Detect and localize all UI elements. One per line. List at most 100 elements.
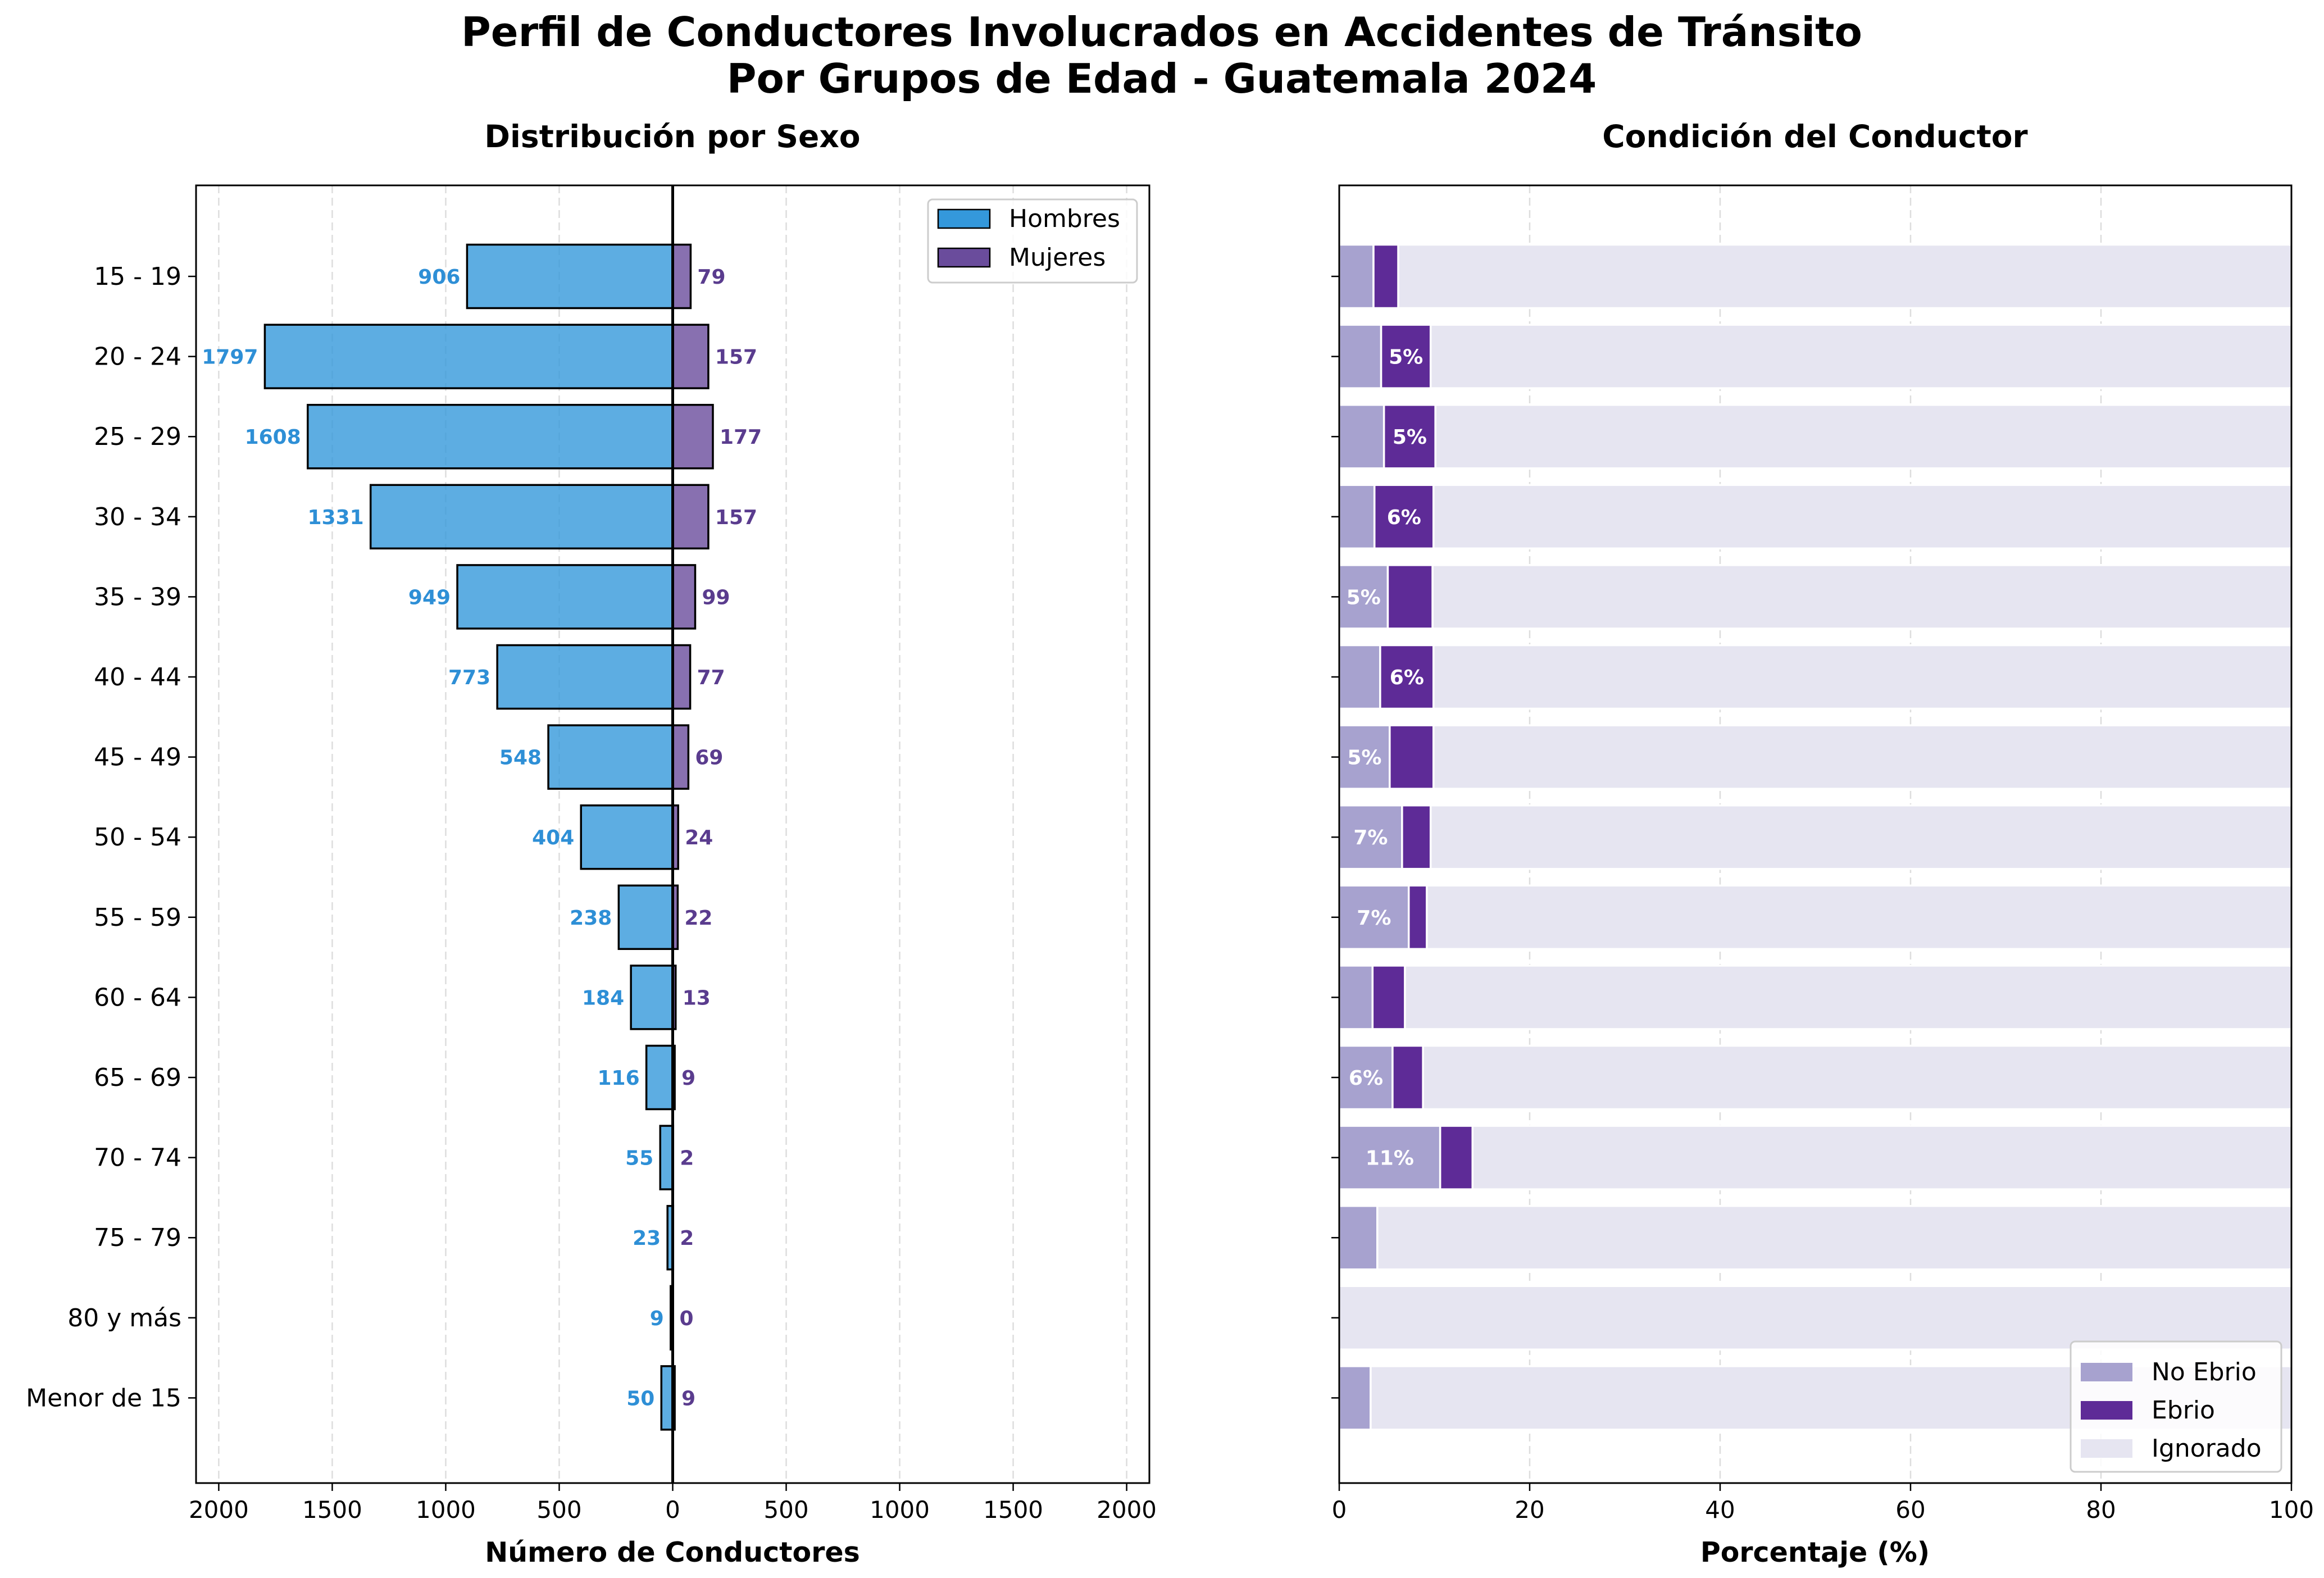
bar-mujeres [671, 403, 714, 470]
bar-no-ebrio [1338, 243, 1375, 310]
value-label-hombres: 116 [597, 1067, 639, 1090]
segment-label-no-ebrio: 5% [1347, 586, 1381, 609]
bar-ebrio [1382, 403, 1436, 470]
bar-ignorado [1429, 324, 2293, 389]
bar-no-ebrio [1338, 884, 1410, 951]
condition-chart-x-axis: 0 20 40 60 80 100 [1332, 1483, 2314, 1524]
value-label-hombres: 23 [633, 1227, 661, 1250]
bar-ebrio [1439, 1125, 1474, 1190]
bar-no-ebrio [1338, 484, 1376, 550]
legend-swatch-ebrio [2081, 1401, 2132, 1420]
bar-no-ebrio [1338, 644, 1381, 710]
condition-chart-frame [1338, 184, 2293, 1484]
bar-no-ebrio [1338, 403, 1385, 470]
y-tick-label-20-24: 20 - 24 [94, 343, 181, 371]
segment-label-no-ebrio: 7% [1357, 907, 1391, 930]
bar-ignorado [1432, 724, 2293, 790]
bar-no-ebrio [1338, 1125, 1441, 1190]
x-tick-label: 100 [2269, 1496, 2314, 1524]
value-label-mujeres: 24 [685, 826, 713, 849]
driver-condition-chart: Condición del Conductor 5% 5% 6% 5% 6% 5% 7% 7%… [1331, 119, 2314, 1568]
bar-hombres [660, 1365, 674, 1431]
value-label-mujeres: 79 [697, 266, 725, 289]
x-tick-label: 500 [536, 1496, 581, 1524]
value-label-hombres: 548 [499, 747, 542, 770]
bar-hombres [369, 484, 674, 550]
condition-chart-segment-labels: 5% 5% 6% 5% 6% 5% 7% 7% 6% 11% [1347, 346, 1427, 1170]
bar-hombres [263, 324, 674, 389]
bar-mujeres [671, 484, 710, 550]
y-tick-label-15-19: 15 - 19 [94, 262, 181, 291]
bar-ebrio [1386, 564, 1434, 630]
bar-no-ebrio [1338, 1365, 1372, 1431]
sex-chart-frame [195, 184, 1150, 1484]
y-tick-label-60-64: 60 - 64 [94, 983, 181, 1012]
x-tick-label: 500 [763, 1496, 808, 1524]
bar-ebrio [1407, 884, 1428, 951]
bar-ebrio [1389, 724, 1435, 790]
value-label-hombres: 184 [582, 986, 624, 1009]
bar-mujeres [671, 324, 710, 389]
bar-mujeres [671, 644, 692, 710]
segment-label-ebrio: 6% [1387, 506, 1421, 529]
bar-ignorado [1471, 1125, 2293, 1190]
value-label-mujeres: 9 [681, 1387, 695, 1410]
segment-label-no-ebrio: 11% [1366, 1147, 1414, 1170]
y-tick-label-70-74: 70 - 74 [94, 1144, 181, 1172]
value-label-hombres: 906 [418, 266, 460, 289]
value-label-mujeres: 177 [720, 426, 762, 449]
bar-no-ebrio [1338, 965, 1374, 1030]
bar-ignorado [1432, 484, 2293, 550]
bar-hombres [580, 804, 674, 870]
sex-chart-title: Distribución por Sexo [484, 119, 860, 154]
value-label-mujeres: 22 [684, 907, 712, 930]
bar-ignorado [1376, 1204, 2293, 1271]
y-tick-label-55-59: 55 - 59 [94, 903, 181, 932]
value-label-hombres: 1331 [308, 506, 364, 529]
bar-ignorado [1404, 965, 2293, 1030]
value-label-hombres: 404 [532, 826, 574, 849]
x-tick-label: 0 [665, 1496, 680, 1524]
bar-ignorado [1397, 243, 2293, 310]
bar-hombres [630, 965, 674, 1030]
value-label-mujeres: 9 [681, 1067, 695, 1090]
x-tick-label: 1000 [870, 1496, 930, 1524]
legend-label-no-ebrio: No Ebrio [2152, 1358, 2257, 1386]
value-label-mujeres: 2 [680, 1227, 694, 1250]
y-tick-label-80-y-m-s: 80 y más [67, 1304, 181, 1333]
bar-ignorado [1426, 884, 2293, 951]
bar-hombres [547, 724, 674, 790]
legend-swatch-ignorado [2081, 1439, 2132, 1458]
sex-distribution-chart: Distribución por Sexo 906 79 1797 157 1608 17… [26, 119, 1157, 1568]
condition-chart-y-ticks [1331, 275, 1339, 1399]
segment-label-ebrio: 6% [1390, 666, 1424, 689]
condition-chart-title: Condición del Conductor [1602, 119, 2027, 154]
bar-no-ebrio [1338, 324, 1382, 389]
bar-ebrio [1372, 243, 1399, 310]
bar-hombres [617, 884, 674, 951]
x-tick-label: 1500 [302, 1496, 362, 1524]
value-label-hombres: 773 [448, 666, 490, 689]
bar-hombres [456, 564, 674, 630]
bar-ebrio [1380, 324, 1432, 389]
sex-chart-legend: Hombres Mujeres [927, 198, 1138, 284]
sex-chart-bars [263, 185, 714, 1483]
sex-chart-x-label: Número de Conductores [485, 1536, 860, 1568]
segment-label-no-ebrio: 7% [1353, 826, 1388, 849]
legend-label-ebrio: Ebrio [2152, 1396, 2215, 1425]
figure-title-line2: Por Grupos de Edad - Guatemala 2024 [727, 55, 1597, 102]
bar-ignorado [1431, 564, 2293, 630]
value-label-mujeres: 77 [697, 666, 725, 689]
legend-swatch-no-ebrio [2081, 1363, 2132, 1381]
value-label-hombres: 55 [625, 1147, 653, 1170]
bar-ignorado [1432, 644, 2293, 710]
y-tick-label-menor-de-15: Menor de 15 [26, 1384, 181, 1412]
bar-mujeres [671, 243, 692, 310]
bar-no-ebrio [1338, 1044, 1394, 1111]
sex-chart-x-axis: 2000 1500 1000 500 0 500 1000 1500 2000 [189, 1483, 1157, 1524]
y-tick-label-40-44: 40 - 44 [94, 663, 181, 692]
value-label-hombres: 238 [570, 907, 612, 930]
segment-label-ebrio: 5% [1389, 346, 1423, 369]
value-label-mujeres: 157 [715, 346, 757, 369]
